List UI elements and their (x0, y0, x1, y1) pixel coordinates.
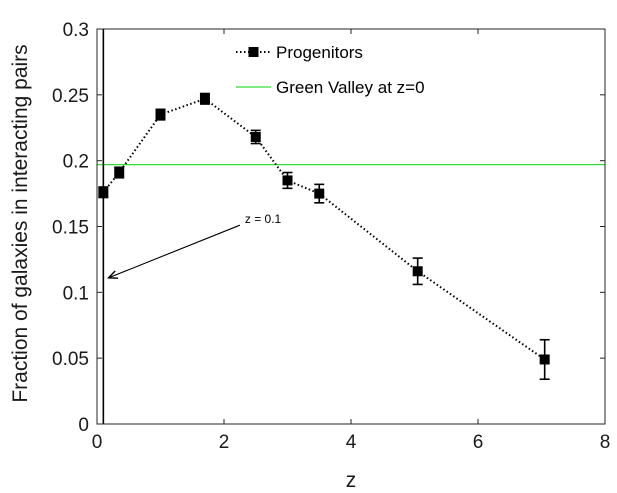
legend-progenitors-marker (248, 47, 259, 57)
x-tick-label: 8 (600, 432, 611, 453)
progenitors-point (539, 354, 550, 365)
plot-area (97, 29, 605, 424)
legend: Progenitors Green Valley at z=0 (236, 43, 425, 97)
progenitors-point (282, 175, 293, 186)
x-tick-label: 0 (92, 432, 103, 453)
y-tick-label: 0.1 (63, 283, 89, 304)
y-tick-label: 0.3 (63, 20, 89, 41)
progenitors-point (114, 167, 125, 178)
y-tick-label: 0.15 (52, 218, 89, 239)
y-tick-label: 0.2 (63, 152, 89, 173)
progenitors-point (155, 109, 166, 120)
y-tick-label: 0.05 (52, 349, 89, 370)
progenitors-point (314, 188, 325, 199)
y-tick-label: 0.25 (52, 86, 89, 107)
progenitors-point (412, 266, 423, 277)
legend-green-valley-label: Green Valley at z=0 (276, 78, 425, 97)
x-tick-label: 4 (346, 432, 357, 453)
x-tick-label: 6 (473, 432, 484, 453)
x-tick-label: 2 (219, 432, 230, 453)
progenitors-point (98, 187, 109, 198)
progenitors-line (102, 97, 546, 361)
legend-progenitors-label: Progenitors (276, 43, 363, 62)
annotation-text: z = 0.1 (245, 212, 282, 226)
annotation-arrow (108, 224, 241, 278)
y-tick-label: 0 (78, 415, 89, 436)
progenitors-point (250, 131, 261, 142)
y-axis-label: Fraction of galaxies in interacting pair… (9, 44, 32, 402)
progenitors-point (199, 93, 210, 104)
x-axis-label: z (346, 469, 357, 492)
